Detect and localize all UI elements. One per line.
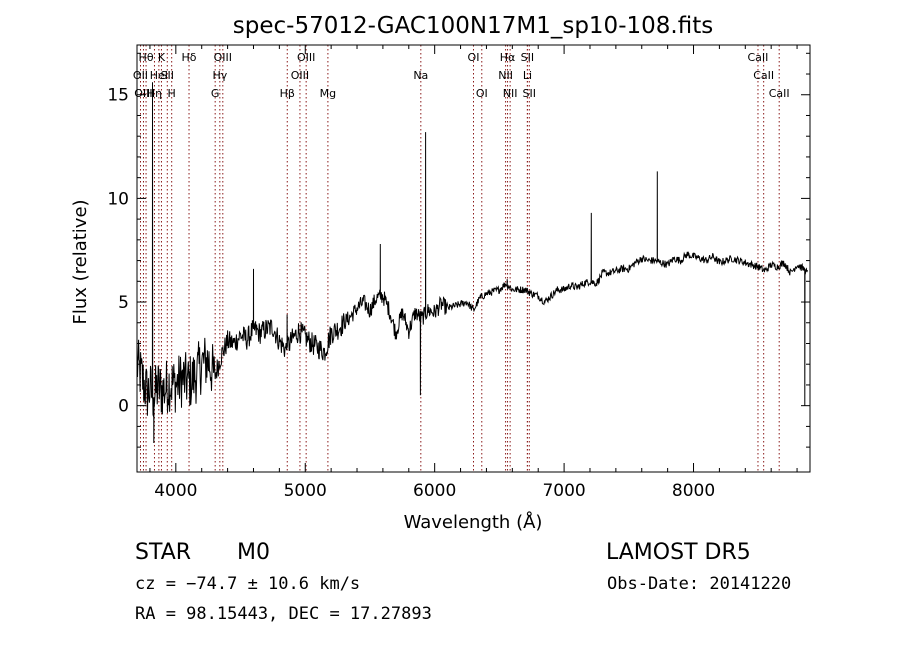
x-axis: 4000 5000 6000 7000 8000 bbox=[149, 45, 798, 501]
line-label: SII bbox=[161, 69, 174, 82]
y-tick-label: 15 bbox=[107, 86, 129, 106]
coordinates: RA = 98.15443, DEC = 17.27893 bbox=[135, 604, 432, 624]
line-label: Mg bbox=[320, 87, 336, 100]
line-label: OIII bbox=[291, 69, 309, 82]
line-label: Na bbox=[413, 69, 428, 82]
chart-title: spec-57012-GAC100N17M1_sp10-108.fits bbox=[233, 13, 713, 39]
object-subclass: M0 bbox=[237, 540, 270, 565]
line-label: OIII bbox=[214, 51, 232, 64]
obs-date: Obs-Date: 20141220 bbox=[607, 574, 792, 594]
line-label: H bbox=[168, 87, 176, 100]
y-tick-label: 5 bbox=[118, 293, 129, 313]
x-tick-label: 6000 bbox=[413, 481, 456, 501]
line-label: OII bbox=[133, 69, 148, 82]
line-label: Li bbox=[523, 69, 532, 82]
line-label: OIII bbox=[297, 51, 315, 64]
y-axis: 0 5 10 15 bbox=[107, 52, 810, 448]
line-label: CaII bbox=[769, 87, 790, 100]
line-label: NII bbox=[503, 87, 518, 100]
y-axis-label: Flux (relative) bbox=[70, 199, 91, 324]
survey-name: LAMOST DR5 bbox=[606, 540, 751, 565]
line-label: SII bbox=[523, 87, 536, 100]
x-tick-label: 8000 bbox=[672, 481, 715, 501]
y-tick-label: 10 bbox=[107, 189, 129, 209]
line-label: Hγ bbox=[212, 69, 227, 82]
object-class: STAR bbox=[135, 540, 192, 565]
x-tick-label: 4000 bbox=[154, 481, 197, 501]
reference-lines bbox=[139, 45, 780, 472]
y-tick-label: 0 bbox=[118, 397, 129, 417]
line-label: CaII bbox=[748, 51, 769, 64]
x-tick-label: 5000 bbox=[284, 481, 327, 501]
line-label: Hδ bbox=[182, 51, 197, 64]
plot-frame bbox=[136, 44, 811, 473]
redshift-readout: cz = −74.7 ± 10.6 km/s bbox=[135, 574, 361, 594]
x-axis-label: Wavelength (Å) bbox=[404, 511, 543, 533]
line-labels: OII OIII Hθ Hη HeI K SII H Hδ G Hγ OIII Hβ OIII OIII Mg… bbox=[133, 51, 790, 100]
line-label: OI bbox=[476, 87, 488, 100]
x-tick-label: 7000 bbox=[542, 481, 585, 501]
line-label: Hθ bbox=[139, 51, 154, 64]
line-label: OIII bbox=[134, 87, 152, 100]
line-label: Hα bbox=[500, 51, 516, 64]
line-label: NII bbox=[498, 69, 513, 82]
line-label: G bbox=[211, 87, 220, 100]
line-label: HeI bbox=[150, 69, 168, 82]
line-label: K bbox=[158, 51, 166, 64]
line-label: CaII bbox=[753, 69, 774, 82]
line-label: Hη bbox=[147, 87, 162, 100]
spectrum-series bbox=[136, 82, 808, 444]
line-label: Hβ bbox=[280, 87, 295, 100]
line-label: SII bbox=[521, 51, 534, 64]
line-label: OI bbox=[468, 51, 480, 64]
